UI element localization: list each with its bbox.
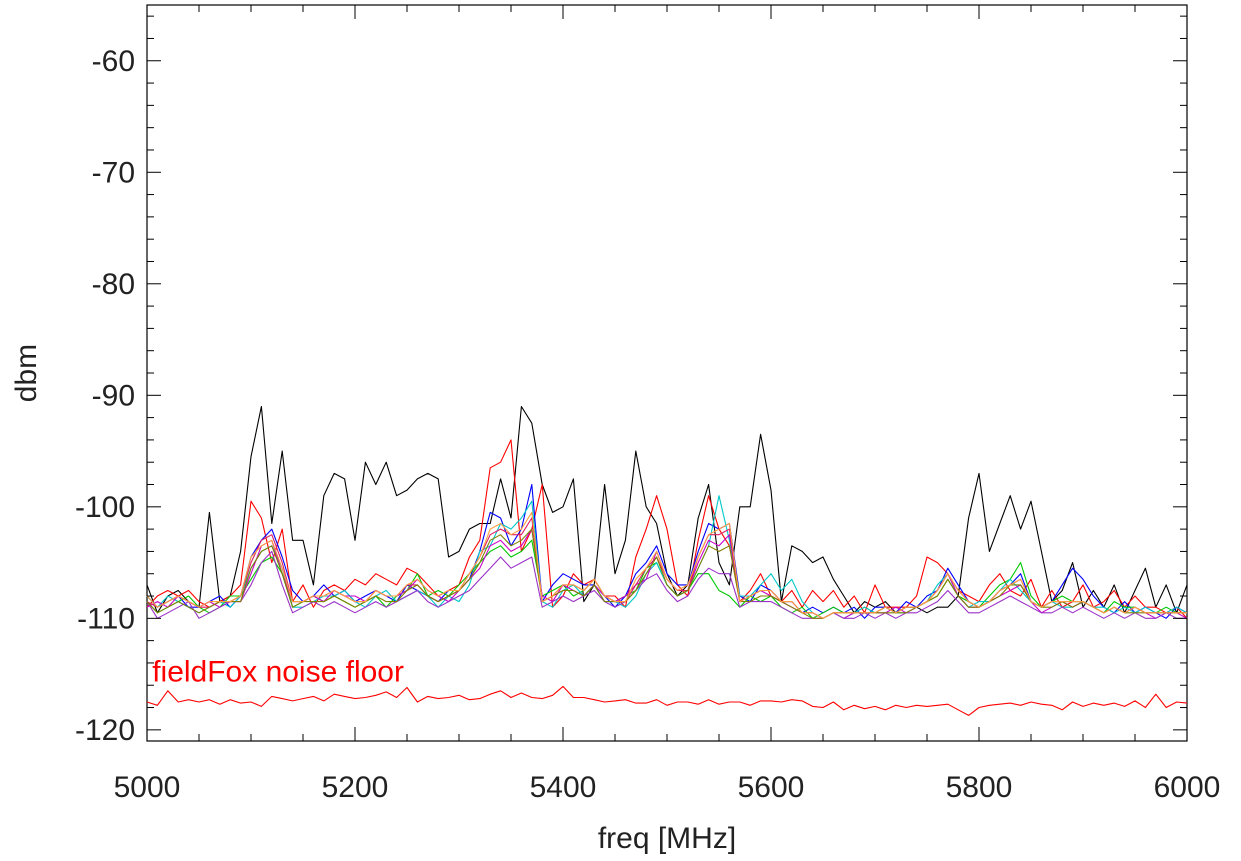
noise-floor-annotation: fieldFox noise floor bbox=[152, 656, 404, 689]
series-line-3 bbox=[146, 483, 1188, 619]
y-axis-label: dbm bbox=[10, 344, 43, 402]
series-line-9 bbox=[146, 528, 1187, 619]
y-tick-label: -80 bbox=[92, 268, 135, 301]
y-tick-label: -60 bbox=[92, 45, 135, 78]
series-line-7 bbox=[146, 550, 1187, 619]
x-tick-label: 6000 bbox=[1154, 771, 1221, 804]
series-line-1 bbox=[146, 405, 1188, 614]
series-line-10 bbox=[146, 511, 1187, 619]
x-tick-label: 5600 bbox=[738, 771, 805, 804]
series-line-11 bbox=[146, 685, 1188, 716]
plot-frame bbox=[146, 4, 1188, 742]
x-tick-label: 5400 bbox=[530, 771, 597, 804]
y-tick-label: -90 bbox=[92, 379, 135, 412]
series-layer bbox=[146, 405, 1188, 716]
series-line-2 bbox=[146, 439, 1188, 619]
y-tick-label: -100 bbox=[75, 491, 135, 524]
y-tick-label: -70 bbox=[92, 156, 135, 189]
x-tick-label: 5200 bbox=[322, 771, 389, 804]
x-tick-label: 5800 bbox=[946, 771, 1013, 804]
ticks-layer: 5000 5200 5400 5600 5800 6000 -120 -110 -100 -90 -… bbox=[75, 5, 1220, 804]
series-line-8 bbox=[146, 517, 1187, 619]
y-tick-label: -110 bbox=[77, 602, 135, 635]
x-axis-label: freq [MHz] bbox=[598, 822, 736, 855]
x-tick-label: 5000 bbox=[114, 771, 181, 804]
y-tick-label: -120 bbox=[75, 714, 135, 747]
series-line-5 bbox=[146, 495, 1188, 619]
